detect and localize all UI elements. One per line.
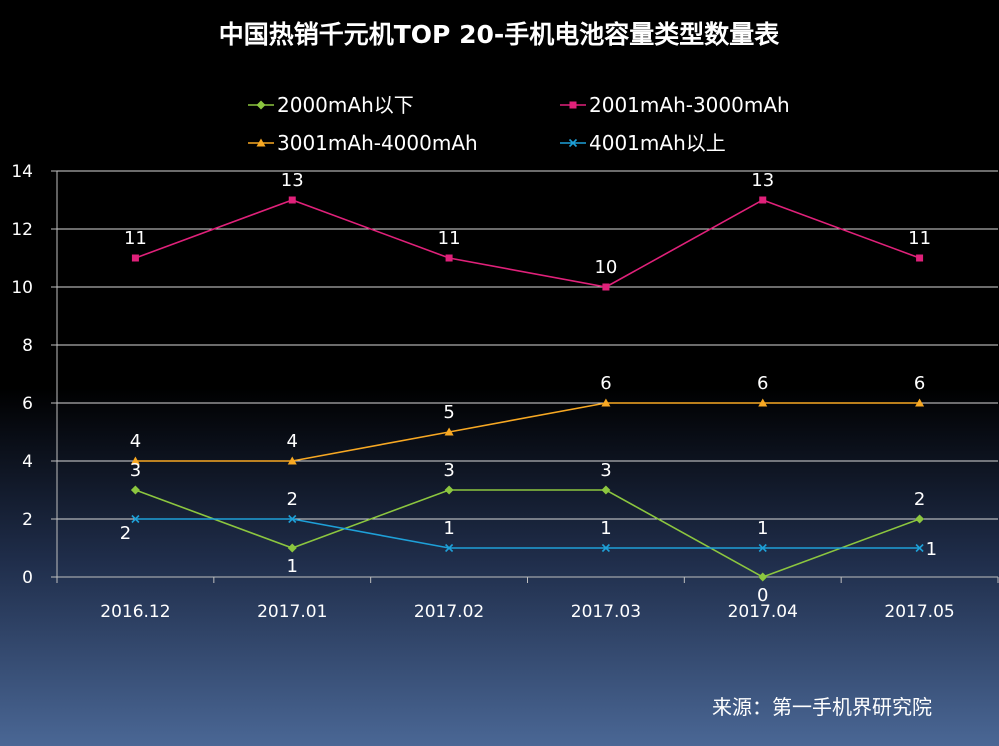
data-label: 4 [130,431,141,452]
data-label: 0 [757,585,768,606]
legend-entry: 2001mAh-3000mAh [589,93,790,117]
data-label: 3 [600,460,611,481]
source-note: 来源：第一手机界研究院 [712,695,932,719]
data-label: 1 [443,518,454,539]
series-line [135,489,920,578]
legend-marker [568,138,578,148]
data-label: 10 [594,257,617,278]
series-group [130,196,925,582]
data-point [444,427,454,436]
x-tick-label: 2017.02 [414,602,484,622]
x-tick-label: 2017.01 [257,602,327,622]
data-label: 11 [908,228,931,249]
x-tick-label: 2017.03 [571,602,641,622]
data-point [758,543,767,553]
legend-marker [569,101,577,109]
series-line [135,518,920,549]
y-tick-label: 14 [11,162,33,182]
data-point [288,514,297,524]
data-point [601,485,611,495]
legend-entry: 2000mAh以下 [277,93,414,117]
legend-entry: 4001mAh以上 [589,131,726,155]
x-tick-label: 2017.05 [884,602,954,622]
data-point [602,283,610,291]
legend-marker [256,100,266,110]
legend-entry: 3001mAh-4000mAh [277,131,478,155]
series-line [135,402,920,462]
y-tick-label: 10 [11,278,33,298]
data-label: 13 [281,170,304,191]
x-tick-label: 2016.12 [100,602,170,622]
data-label: 1 [926,539,937,560]
data-point [601,398,611,407]
data-point [759,196,767,204]
data-label: 11 [124,228,147,249]
data-label: 3 [130,460,141,481]
data-label: 13 [751,170,774,191]
series-line [135,199,920,288]
data-point [130,485,140,495]
data-label: 6 [914,373,925,394]
data-label: 1 [287,556,298,577]
data-point [445,543,454,553]
y-tick-label: 12 [11,220,33,240]
data-point [444,485,454,495]
y-tick-label: 2 [22,510,33,530]
data-point [758,398,768,407]
y-tick-label: 6 [22,394,33,414]
data-label: 2 [287,489,298,510]
x-axis-ticks: 2016.12 2017.01 2017.02 2017.03 2017.04 2017.… [100,602,954,622]
legend-marker [256,138,266,147]
data-point [758,572,768,582]
data-point [915,514,925,524]
data-label: 2 [914,489,925,510]
x-tick-label: 2017.04 [728,602,798,622]
data-label: 6 [600,373,611,394]
chart-title: 中国热销千元机TOP 20-手机电池容量类型数量表 [219,20,780,49]
y-axis-ticks: 0 2 4 6 8 10 12 14 [11,162,33,588]
legend: 2000mAh以下 2001mAh-3000mAh 3001mAh-4000mAh 4… [248,93,790,155]
data-point [288,196,296,204]
y-tick-label: 8 [22,336,33,356]
data-point [287,456,297,465]
y-tick-label: 0 [22,568,33,588]
data-label: 11 [438,228,461,249]
gridlines [57,170,998,520]
data-label: 6 [757,373,768,394]
data-point [131,254,139,262]
data-label: 1 [757,518,768,539]
data-point [915,398,925,407]
data-label: 4 [287,431,298,452]
axes [51,170,999,583]
data-point [287,543,297,553]
data-label: 5 [443,402,454,423]
data-point [601,543,610,553]
data-point [916,254,924,262]
data-label: 2 [120,523,131,544]
y-tick-label: 4 [22,452,33,472]
data-label: 3 [443,460,454,481]
data-point [130,456,140,465]
data-point [915,543,924,553]
data-point [445,254,453,262]
data-label: 1 [600,518,611,539]
data-point [131,514,140,524]
